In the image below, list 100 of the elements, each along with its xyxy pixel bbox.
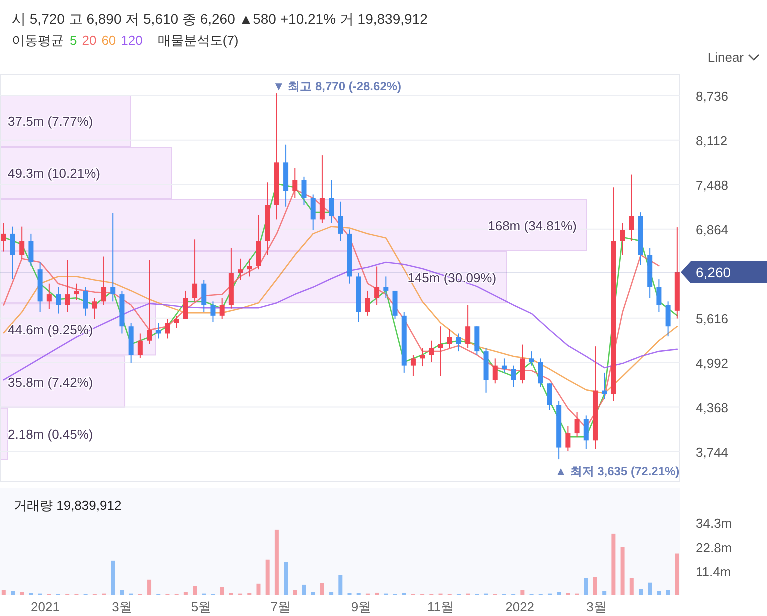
candlestick xyxy=(110,212,116,302)
bar xyxy=(657,591,662,596)
y-tick-label: 44.6m (9.25%) xyxy=(8,322,94,338)
candlestick xyxy=(547,383,552,411)
x-tick-label: 7월 xyxy=(270,600,291,614)
candlestick xyxy=(20,226,25,260)
x-tick-label: 2021 xyxy=(31,600,60,614)
bar xyxy=(630,578,634,596)
candlestick xyxy=(384,276,389,299)
bar xyxy=(311,592,316,596)
candlestick xyxy=(429,340,434,363)
candlestick xyxy=(447,328,452,348)
y-tick-label: 5,616 xyxy=(696,311,729,326)
y-tick-label: 4,992 xyxy=(696,356,729,371)
y-tick-label: 8,736 xyxy=(696,88,729,104)
x-tick-label: 3월 xyxy=(586,600,607,614)
bar xyxy=(375,592,380,596)
candlestick xyxy=(174,315,180,329)
candlestick xyxy=(629,174,634,242)
bar xyxy=(284,562,288,596)
bar xyxy=(302,584,306,596)
x-tick-label: 11월 xyxy=(428,600,454,614)
y-tick-label: 7,488 xyxy=(696,178,729,193)
candlestick xyxy=(666,301,671,338)
candlestick xyxy=(56,286,62,314)
y-tick-label: 2.18m (0.45%) xyxy=(8,426,94,442)
bar xyxy=(338,575,343,596)
candlestick xyxy=(410,354,416,378)
y-tick-label: 34.3m xyxy=(696,516,732,532)
y-tick-label: 8,112 xyxy=(696,133,728,148)
candlestick xyxy=(620,222,626,256)
bar xyxy=(2,590,6,596)
x-tick-label: 5월 xyxy=(191,600,212,614)
bar xyxy=(11,591,15,596)
candlestick xyxy=(74,283,80,301)
candlestick xyxy=(165,318,170,340)
candlestick xyxy=(65,260,70,313)
bar xyxy=(120,590,124,596)
candlestick xyxy=(92,298,98,320)
bar xyxy=(557,592,562,596)
candlestick xyxy=(83,286,88,316)
bar xyxy=(620,547,625,596)
candlestick xyxy=(138,333,143,358)
y-tick-label: 49.3m (10.21%) xyxy=(8,166,100,182)
bar xyxy=(293,590,298,596)
annotation: ▼ 최고 8,770 (-28.62%) xyxy=(272,80,402,94)
candlestick xyxy=(147,260,152,345)
candlestick xyxy=(310,194,316,231)
candlestick xyxy=(220,298,225,320)
x-tick-label: 9월 xyxy=(351,600,372,614)
bar xyxy=(520,590,525,596)
candlestick xyxy=(656,279,662,313)
candlestick xyxy=(502,358,507,374)
candlestick xyxy=(292,168,298,199)
bar xyxy=(330,592,334,596)
candlestick xyxy=(566,426,571,452)
bar xyxy=(193,586,198,596)
legend: 이동평균 5 20 60 120 xyxy=(12,33,143,48)
bar xyxy=(256,584,261,596)
candlestick xyxy=(438,326,444,378)
text: 시 5,720 고 6,890 저 5,610 종 6,260 ▲580 +10.21% 거 19,839,912 xyxy=(12,11,428,27)
bar xyxy=(220,587,224,596)
candlestick xyxy=(10,226,16,280)
candlestick xyxy=(247,258,252,278)
annotation: ▲ 최저 3,635 (72.21%) xyxy=(555,464,680,479)
candlestick xyxy=(374,266,380,306)
y-tick-label: 35.8m (7.42%) xyxy=(8,374,94,390)
bar xyxy=(593,577,598,596)
candlestick xyxy=(420,347,426,368)
candlestick xyxy=(102,256,107,306)
chart-title: 매물분석도(7) xyxy=(158,33,239,48)
candlestick xyxy=(584,415,589,450)
x-tick-label: 3월 xyxy=(112,600,132,614)
bar xyxy=(666,590,670,596)
bar xyxy=(602,591,607,596)
bar xyxy=(111,560,116,596)
y-tick-label: 11.4m xyxy=(696,564,732,580)
candlestick xyxy=(302,176,307,206)
y-tick-label: 6,864 xyxy=(696,222,729,238)
candlestick xyxy=(1,222,6,252)
candlestick xyxy=(210,301,216,323)
candlestick xyxy=(192,239,198,302)
text: Linear xyxy=(708,50,745,65)
ref-line-label: 6,260 xyxy=(696,264,732,280)
bar xyxy=(648,582,652,596)
candlestick xyxy=(320,155,325,224)
candlestick xyxy=(574,412,580,438)
candlestick xyxy=(338,201,344,242)
bar xyxy=(320,583,324,596)
candlestick xyxy=(529,351,534,366)
candlestick xyxy=(365,290,370,316)
bar xyxy=(274,530,279,596)
candlestick xyxy=(538,358,544,388)
candlestick xyxy=(602,372,608,400)
candlestick xyxy=(28,233,34,267)
candlestick xyxy=(466,304,471,348)
bar xyxy=(184,592,188,596)
bar xyxy=(675,554,680,596)
candlestick xyxy=(238,258,244,281)
candlestick xyxy=(456,333,462,352)
